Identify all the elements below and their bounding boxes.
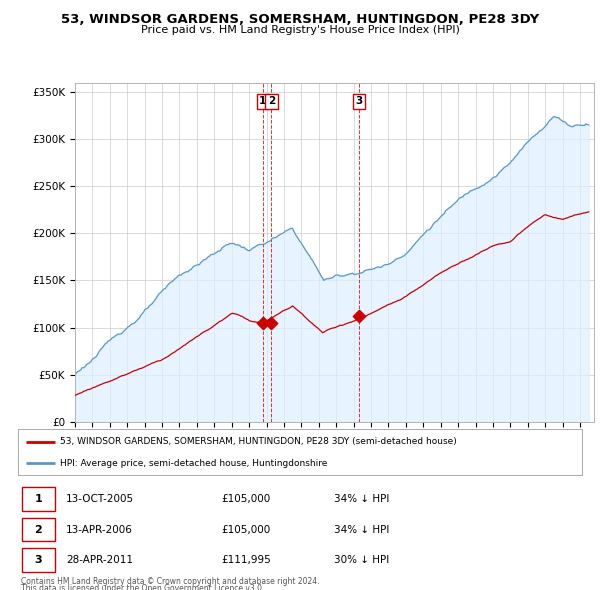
Text: 2: 2	[34, 525, 42, 535]
Text: Contains HM Land Registry data © Crown copyright and database right 2024.: Contains HM Land Registry data © Crown c…	[21, 577, 320, 586]
FancyBboxPatch shape	[22, 487, 55, 511]
Text: 1: 1	[259, 96, 266, 106]
FancyBboxPatch shape	[22, 548, 55, 572]
Text: 3: 3	[34, 555, 42, 565]
Text: 28-APR-2011: 28-APR-2011	[66, 555, 133, 565]
Text: 1: 1	[34, 494, 42, 504]
Text: Price paid vs. HM Land Registry's House Price Index (HPI): Price paid vs. HM Land Registry's House …	[140, 25, 460, 35]
Text: 53, WINDSOR GARDENS, SOMERSHAM, HUNTINGDON, PE28 3DY: 53, WINDSOR GARDENS, SOMERSHAM, HUNTINGD…	[61, 13, 539, 26]
Text: 30% ↓ HPI: 30% ↓ HPI	[334, 555, 389, 565]
Text: 34% ↓ HPI: 34% ↓ HPI	[334, 525, 389, 535]
Text: 34% ↓ HPI: 34% ↓ HPI	[334, 494, 389, 504]
FancyBboxPatch shape	[22, 517, 55, 542]
Text: £105,000: £105,000	[221, 525, 270, 535]
Text: 13-OCT-2005: 13-OCT-2005	[66, 494, 134, 504]
Text: 53, WINDSOR GARDENS, SOMERSHAM, HUNTINGDON, PE28 3DY (semi-detached house): 53, WINDSOR GARDENS, SOMERSHAM, HUNTINGD…	[60, 437, 457, 446]
Point	[266, 318, 276, 327]
Text: £111,995: £111,995	[221, 555, 271, 565]
Text: £105,000: £105,000	[221, 494, 270, 504]
Text: 13-APR-2006: 13-APR-2006	[66, 525, 133, 535]
Point	[258, 318, 268, 327]
Text: 3: 3	[356, 96, 363, 106]
Point	[355, 312, 364, 321]
Text: HPI: Average price, semi-detached house, Huntingdonshire: HPI: Average price, semi-detached house,…	[60, 459, 328, 468]
Text: This data is licensed under the Open Government Licence v3.0.: This data is licensed under the Open Gov…	[21, 584, 265, 590]
Text: 2: 2	[268, 96, 275, 106]
